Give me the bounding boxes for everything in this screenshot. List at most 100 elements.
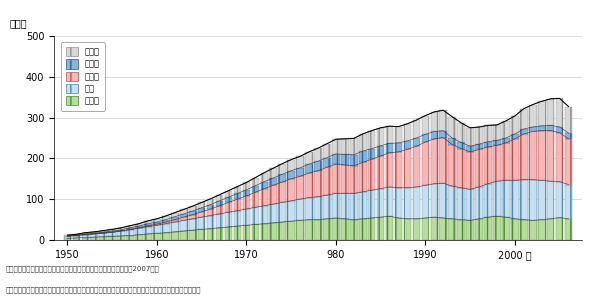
Bar bbox=[422, 185, 429, 218]
Bar bbox=[386, 153, 394, 187]
Bar bbox=[153, 222, 161, 224]
Bar bbox=[404, 188, 411, 219]
Bar bbox=[547, 99, 554, 125]
Bar bbox=[332, 218, 340, 240]
Bar bbox=[377, 189, 385, 217]
Bar bbox=[73, 236, 80, 238]
Bar bbox=[484, 217, 492, 240]
Bar bbox=[189, 206, 197, 211]
Bar bbox=[368, 159, 376, 190]
Bar bbox=[439, 183, 447, 218]
Bar bbox=[242, 182, 250, 190]
Bar bbox=[341, 154, 349, 165]
Bar bbox=[189, 211, 197, 215]
Bar bbox=[556, 218, 563, 240]
Bar bbox=[73, 235, 80, 236]
Bar bbox=[305, 173, 313, 198]
Bar bbox=[260, 189, 268, 206]
Bar bbox=[233, 226, 241, 240]
Bar bbox=[242, 209, 250, 225]
Bar bbox=[448, 219, 456, 240]
Bar bbox=[422, 218, 429, 240]
Bar bbox=[251, 224, 259, 240]
Bar bbox=[225, 202, 232, 212]
Bar bbox=[287, 221, 295, 240]
Bar bbox=[484, 125, 492, 142]
Bar bbox=[100, 232, 107, 233]
Bar bbox=[565, 219, 572, 240]
Bar bbox=[368, 218, 376, 240]
Bar bbox=[287, 179, 295, 201]
Bar bbox=[350, 166, 358, 194]
Bar bbox=[484, 142, 492, 147]
Bar bbox=[511, 134, 518, 139]
Bar bbox=[431, 131, 438, 139]
Bar bbox=[109, 230, 116, 231]
Bar bbox=[332, 194, 340, 218]
Bar bbox=[323, 167, 331, 195]
Bar bbox=[565, 139, 572, 184]
Bar bbox=[529, 104, 536, 127]
Bar bbox=[109, 236, 116, 240]
Bar bbox=[260, 182, 268, 189]
Bar bbox=[377, 156, 385, 189]
Bar bbox=[100, 237, 107, 240]
Bar bbox=[91, 237, 98, 240]
Bar bbox=[314, 197, 322, 220]
Bar bbox=[287, 171, 295, 179]
Bar bbox=[314, 220, 322, 240]
Bar bbox=[153, 224, 161, 225]
Bar bbox=[466, 189, 474, 220]
Bar bbox=[395, 218, 403, 240]
Bar bbox=[493, 145, 501, 181]
Bar bbox=[493, 181, 501, 216]
Bar bbox=[386, 143, 394, 153]
Text: 注：カツオ・マグロ類は、クロマグロ、ミナミマグロ、メバチ、キハダ、カツオ、ドンナガをいう。: 注：カツオ・マグロ類は、クロマグロ、ミナミマグロ、メバチ、キハダ、カツオ、ドンナ… bbox=[6, 286, 202, 292]
Bar bbox=[171, 220, 179, 222]
Bar bbox=[269, 168, 277, 178]
Bar bbox=[520, 129, 527, 134]
Bar bbox=[82, 234, 89, 235]
Bar bbox=[323, 144, 331, 158]
Bar bbox=[457, 220, 465, 240]
Bar bbox=[144, 221, 152, 224]
Bar bbox=[413, 187, 420, 219]
Bar bbox=[431, 217, 438, 240]
Bar bbox=[64, 238, 71, 240]
Bar bbox=[216, 206, 223, 214]
Bar bbox=[475, 149, 483, 187]
Bar bbox=[475, 127, 483, 144]
Bar bbox=[64, 235, 71, 236]
Bar bbox=[448, 186, 456, 219]
Bar bbox=[493, 216, 501, 240]
Bar bbox=[404, 124, 411, 141]
Bar bbox=[287, 201, 295, 221]
Bar bbox=[189, 230, 197, 240]
Bar bbox=[144, 226, 152, 234]
Bar bbox=[359, 151, 367, 163]
Bar bbox=[216, 195, 223, 201]
Text: 万トン: 万トン bbox=[9, 18, 27, 28]
Bar bbox=[82, 238, 89, 240]
Bar bbox=[207, 209, 214, 215]
Bar bbox=[207, 229, 214, 240]
Bar bbox=[332, 139, 340, 154]
Bar bbox=[368, 131, 376, 148]
Bar bbox=[466, 152, 474, 189]
Bar bbox=[251, 207, 259, 224]
Bar bbox=[502, 121, 510, 138]
Bar bbox=[377, 146, 385, 156]
Bar bbox=[171, 232, 179, 240]
Bar bbox=[377, 128, 385, 146]
Bar bbox=[207, 205, 214, 209]
Bar bbox=[180, 214, 188, 217]
Bar bbox=[341, 194, 349, 219]
Bar bbox=[556, 127, 563, 133]
Bar bbox=[198, 217, 205, 230]
Bar bbox=[404, 149, 411, 188]
Bar bbox=[565, 106, 572, 133]
Bar bbox=[439, 138, 447, 183]
Bar bbox=[431, 139, 438, 184]
Bar bbox=[198, 230, 205, 240]
Bar bbox=[448, 145, 456, 186]
